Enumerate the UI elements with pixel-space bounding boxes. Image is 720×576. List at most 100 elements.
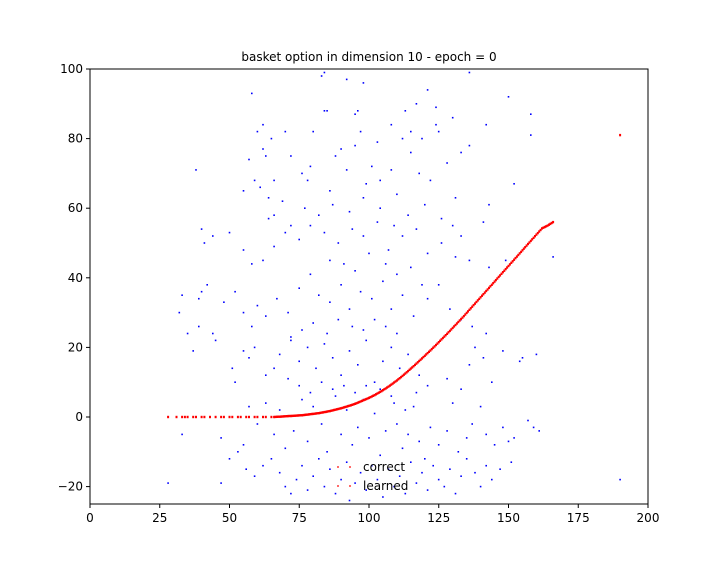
correct-point <box>284 130 287 133</box>
correct-point <box>245 468 247 470</box>
correct-point <box>200 290 203 293</box>
learned-point <box>443 335 446 338</box>
correct-point <box>256 423 259 425</box>
correct-point <box>337 318 340 321</box>
correct-point <box>479 485 482 488</box>
correct-point <box>451 402 454 404</box>
correct-point <box>527 419 529 422</box>
learned-point <box>464 313 467 316</box>
learned-point <box>478 297 481 301</box>
correct-point <box>368 437 370 439</box>
learned-point <box>467 310 469 313</box>
correct-point <box>396 273 398 276</box>
correct-point <box>488 203 490 206</box>
correct-point <box>323 485 326 488</box>
correct-point <box>535 353 538 356</box>
correct-point <box>253 475 256 477</box>
legend-label-learned: learned <box>363 479 408 493</box>
learned-point <box>462 314 465 318</box>
correct-point <box>220 482 222 484</box>
correct-point <box>521 357 524 359</box>
correct-point <box>426 384 429 387</box>
correct-point <box>340 374 342 376</box>
correct-point <box>393 402 395 404</box>
learned-point <box>414 363 416 367</box>
x-axis: 0 25 50 75 100 125 150 175 200 <box>86 504 659 525</box>
correct-point <box>371 165 373 168</box>
learned-point <box>545 225 548 228</box>
correct-point <box>404 110 407 112</box>
correct-point <box>507 440 510 443</box>
learned-point <box>183 415 186 419</box>
correct-point <box>359 471 362 474</box>
learned-point <box>192 415 195 419</box>
learned-point <box>419 358 422 361</box>
correct-point <box>318 294 320 296</box>
correct-point <box>357 364 359 366</box>
learned-point <box>404 372 407 375</box>
correct-point <box>424 458 426 460</box>
learned-point <box>352 403 355 406</box>
learned-point <box>262 415 264 419</box>
correct-point <box>485 123 487 126</box>
learned-point <box>421 357 423 360</box>
learned-point <box>524 246 527 249</box>
correct-point <box>198 325 200 328</box>
correct-point <box>362 329 365 331</box>
correct-point <box>306 179 309 182</box>
learned-point <box>395 379 398 382</box>
correct-point <box>379 454 381 457</box>
correct-point <box>348 308 351 310</box>
learned-series <box>167 133 622 419</box>
correct-point <box>446 430 448 432</box>
correct-point <box>371 297 373 300</box>
correct-point <box>262 464 264 467</box>
learned-point <box>384 387 387 390</box>
learned-point <box>416 361 419 364</box>
correct-point <box>318 458 320 460</box>
correct-point <box>359 290 362 293</box>
learned-point <box>521 249 524 252</box>
learned-point <box>408 368 411 371</box>
learned-point <box>248 415 250 419</box>
learned-point <box>401 374 404 378</box>
learned-point <box>292 414 295 417</box>
correct-point <box>320 75 323 77</box>
learned-point <box>525 244 528 247</box>
correct-point <box>267 217 270 220</box>
correct-point <box>351 444 354 446</box>
correct-point <box>432 464 434 467</box>
correct-point <box>340 433 342 436</box>
correct-point <box>412 315 415 317</box>
correct-point <box>401 235 404 237</box>
learned-point <box>348 404 351 407</box>
correct-point <box>552 256 554 258</box>
correct-point <box>437 444 440 446</box>
learned-point <box>517 253 520 257</box>
correct-point <box>415 103 418 105</box>
correct-point <box>298 287 300 289</box>
correct-point <box>306 346 309 349</box>
learned-point <box>330 409 333 412</box>
learned-point <box>340 407 343 410</box>
correct-point <box>290 336 292 338</box>
y-tick-label: 0 <box>75 410 83 424</box>
correct-point <box>421 137 423 140</box>
correct-point <box>488 266 490 269</box>
learned-point <box>245 415 248 419</box>
learned-point <box>481 294 483 297</box>
learned-point <box>493 280 496 283</box>
learned-point <box>461 316 464 319</box>
learned-point <box>370 395 373 398</box>
correct-point <box>312 405 314 408</box>
correct-point <box>212 332 214 335</box>
correct-point <box>334 155 337 157</box>
correct-point <box>329 468 331 470</box>
learned-point <box>455 322 458 325</box>
correct-point <box>220 437 222 439</box>
correct-point <box>437 130 440 133</box>
correct-point <box>421 471 423 474</box>
correct-point <box>304 207 306 209</box>
learned-point <box>299 414 302 417</box>
